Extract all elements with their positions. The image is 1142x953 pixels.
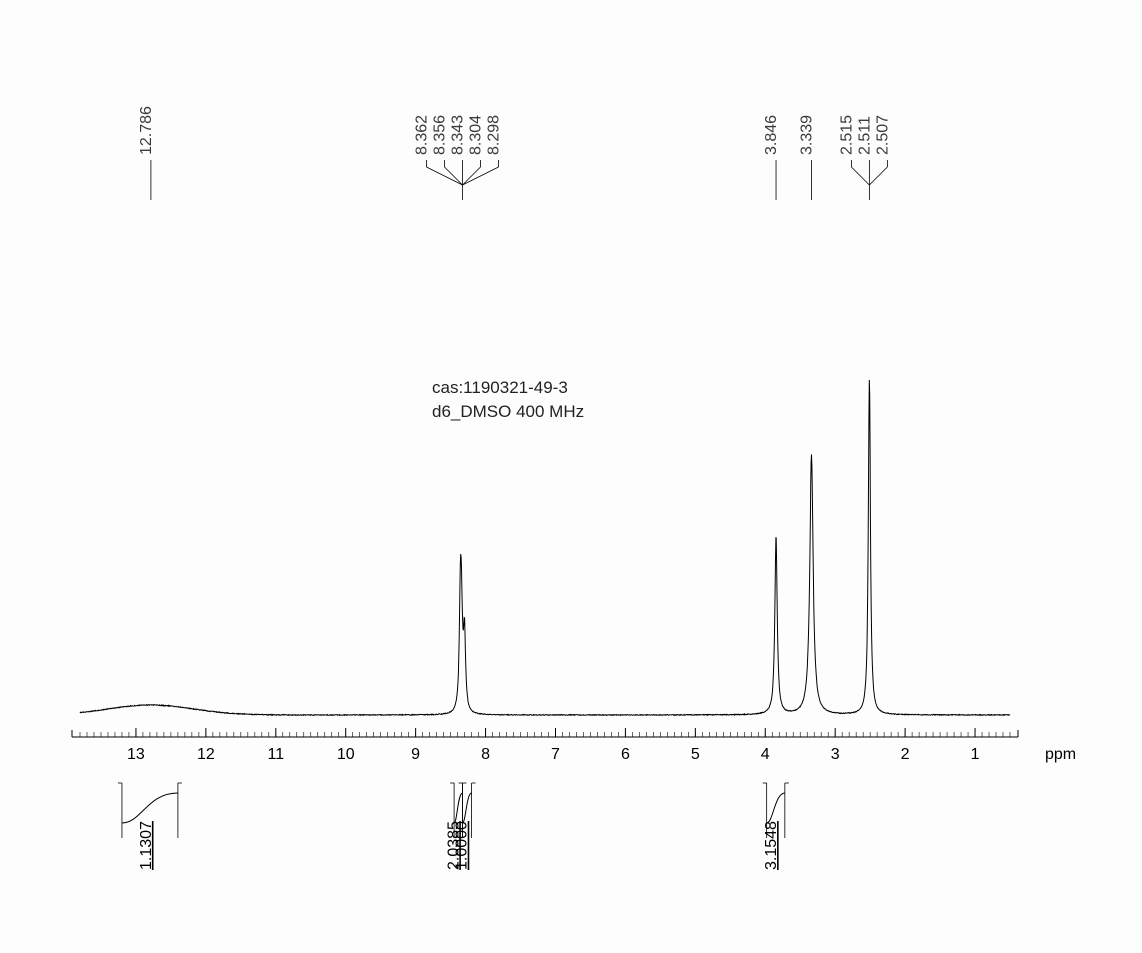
spectrum-trace (80, 380, 1010, 715)
axis-tick-label: 9 (411, 746, 420, 763)
axis-tick-label: 5 (691, 746, 700, 763)
peak-ppm-label: 2.515 (838, 115, 855, 155)
axis-tick-label: 6 (621, 746, 630, 763)
peak-ppm-label: 8.362 (413, 115, 430, 155)
integral-value: 1.0000 (454, 821, 471, 870)
axis-tick-label: 3 (831, 746, 840, 763)
axis-tick-label: 7 (551, 746, 560, 763)
axis-tick-label: 13 (127, 746, 145, 763)
integral-value: 3.1548 (763, 821, 780, 870)
integral-curve (454, 793, 462, 823)
peak-ppm-label: 8.356 (431, 115, 448, 155)
solvent-label: d6_DMSO 400 MHz (432, 402, 584, 422)
cas-label: cas:1190321-49-3 (432, 378, 568, 398)
peak-ppm-label: 2.507 (874, 115, 891, 155)
nmr-spectrum-page: 13 12 11 10 9 8 7 6 5 4 3 2 1 ppm 12.786 8.3628.3568.34… (0, 0, 1142, 953)
axis-tick-label: 11 (267, 746, 284, 763)
peak-ppm-label: 8.304 (467, 115, 484, 155)
integral-value: 1.1307 (138, 821, 155, 870)
peak-ppm-label: 3.339 (798, 115, 815, 155)
integral-curve (122, 793, 178, 823)
nmr-spectrum-svg: 13 12 11 10 9 8 7 6 5 4 3 2 1 ppm 12.786 8.3628.3568.34… (0, 0, 1142, 953)
axis-tick-label: 8 (481, 746, 490, 763)
peak-ppm-label: 2.511 (856, 116, 873, 155)
integral-curve (767, 793, 785, 823)
axis-tick-label: 10 (337, 746, 355, 763)
axis-tick-label: 2 (901, 746, 910, 763)
axis-tick-label: 1 (971, 746, 980, 763)
axis-label: ppm (1045, 746, 1076, 763)
peak-ppm-label: 12.786 (138, 106, 155, 155)
axis-tick-label: 12 (197, 746, 215, 763)
peak-ppm-label: 3.846 (763, 115, 780, 155)
peak-ppm-label: 8.343 (449, 115, 466, 155)
axis-tick-label: 4 (761, 746, 770, 763)
integral-curve (462, 793, 471, 823)
peak-ppm-label: 8.298 (485, 115, 502, 155)
